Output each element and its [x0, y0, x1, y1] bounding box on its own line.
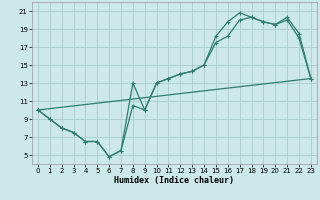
- X-axis label: Humidex (Indice chaleur): Humidex (Indice chaleur): [115, 176, 234, 185]
